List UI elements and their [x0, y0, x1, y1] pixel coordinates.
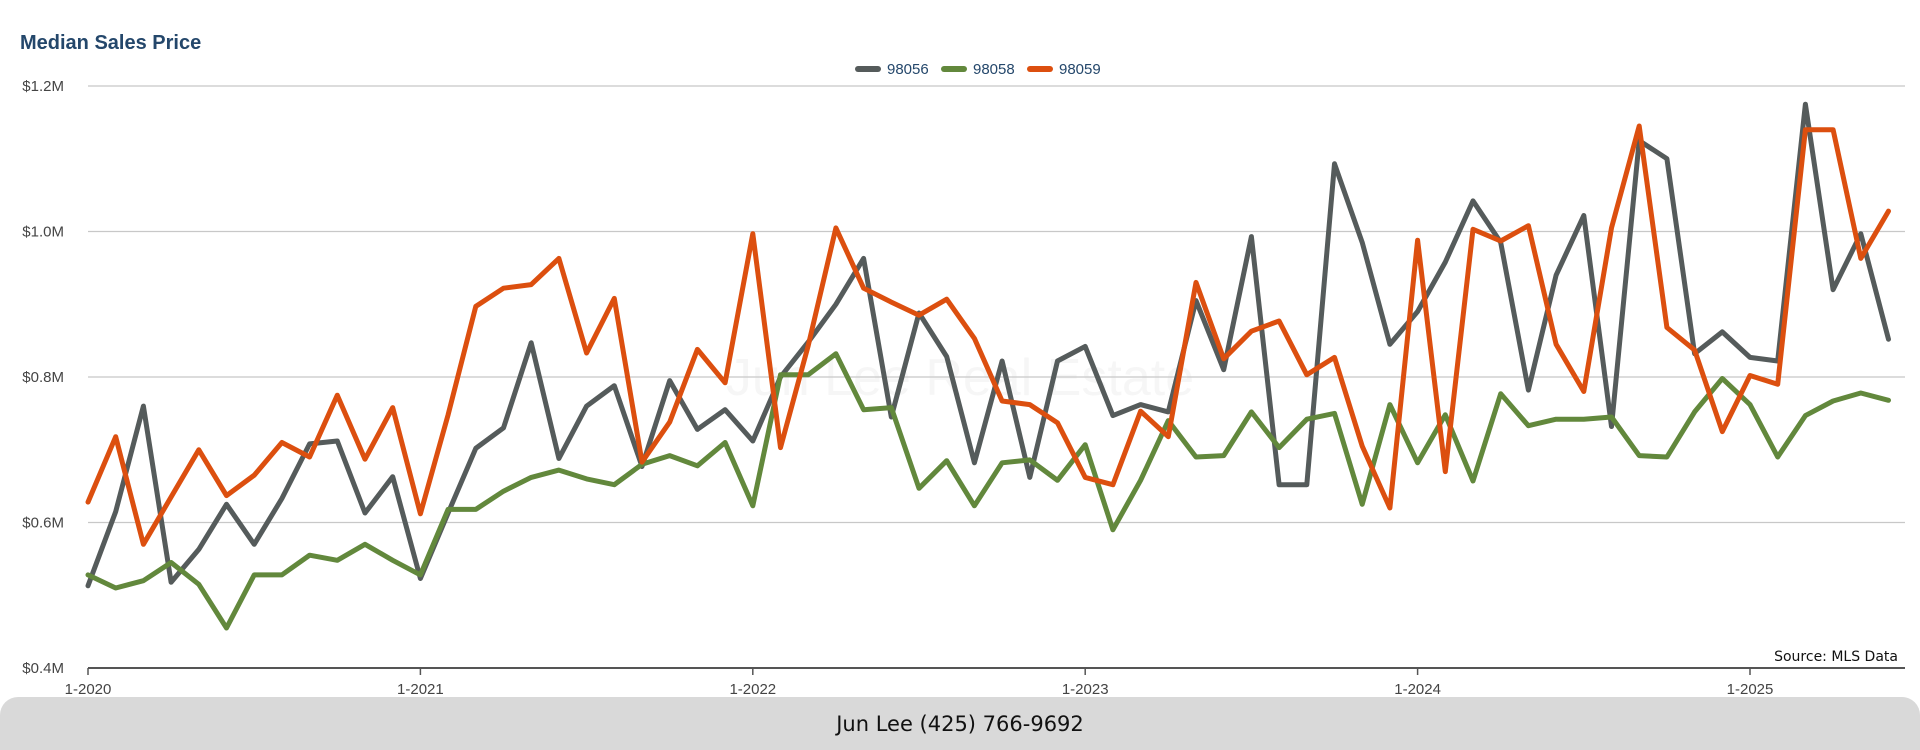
series-lines — [85, 101, 1891, 631]
x-tick-label: 1-2024 — [1394, 681, 1441, 697]
x-axis: 1-2020 1-2021 1-2022 1-2023 1-2024 1-2025 — [65, 667, 1905, 697]
source-note: Source: MLS Data — [1774, 649, 1898, 665]
series-line-98059 — [85, 123, 1891, 547]
x-tick-label: 1-2021 — [397, 681, 444, 697]
footer-bar: Jun Lee (425) 766-9692 — [0, 697, 1920, 750]
line-chart: Median Sales Price Jun Lee Real Estate $… — [20, 32, 1905, 697]
footer-contact: Jun Lee (425) 766-9692 — [836, 711, 1084, 736]
y-tick-label: $0.6M — [22, 515, 64, 532]
x-tick-label: 1-2022 — [729, 681, 776, 697]
y-axis-ticks: $0.4M $0.6M $0.8M $1.0M $1.2M — [22, 78, 64, 677]
x-tick-label: 1-2023 — [1062, 681, 1109, 697]
legend: 98056 98058 98059 — [855, 61, 1101, 78]
series-line-98058 — [85, 351, 1891, 631]
y-tick-label: $0.4M — [22, 660, 64, 677]
y-tick-label: $0.8M — [22, 369, 64, 386]
legend-label-98056: 98056 — [887, 61, 929, 78]
x-tick-label: 1-2025 — [1727, 681, 1774, 697]
gridlines — [88, 85, 1905, 524]
x-tick-label: 1-2020 — [65, 681, 112, 697]
legend-label-98059: 98059 — [1059, 61, 1101, 78]
y-tick-label: $1.2M — [22, 78, 64, 95]
y-tick-label: $1.0M — [22, 224, 64, 241]
chart-title: Median Sales Price — [20, 32, 201, 54]
legend-label-98058: 98058 — [973, 61, 1015, 78]
series-line-98056 — [85, 101, 1891, 589]
